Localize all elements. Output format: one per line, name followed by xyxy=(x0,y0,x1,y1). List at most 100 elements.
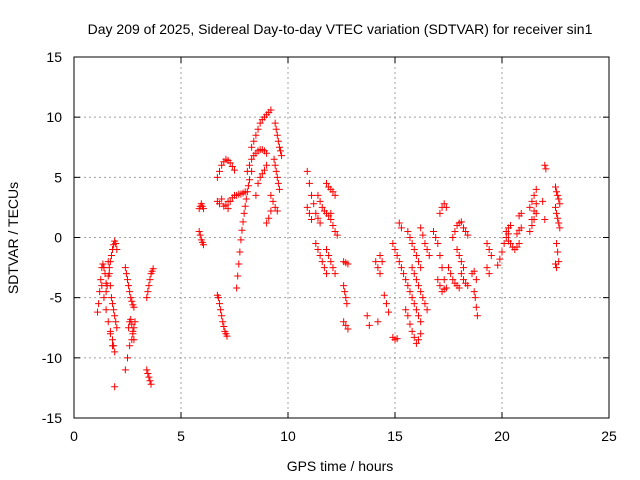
data-point xyxy=(122,270,130,278)
data-point xyxy=(412,339,420,347)
data-point xyxy=(419,231,427,239)
data-point xyxy=(199,241,207,249)
data-point xyxy=(265,214,273,222)
data-point xyxy=(109,300,117,308)
series-arc-04 xyxy=(104,258,121,332)
series-arc-21 xyxy=(263,207,275,227)
series-arc-03 xyxy=(102,237,121,296)
data-point xyxy=(541,215,549,223)
data-point xyxy=(421,240,429,248)
data-point xyxy=(113,324,121,332)
series-arc-22 xyxy=(271,119,286,160)
data-point xyxy=(554,214,562,222)
data-point xyxy=(219,318,227,326)
data-point xyxy=(393,252,401,260)
data-point xyxy=(308,215,316,223)
data-point xyxy=(417,264,425,272)
data-point xyxy=(144,369,152,377)
data-point xyxy=(329,264,337,272)
data-point xyxy=(553,209,561,217)
data-point xyxy=(451,227,459,235)
data-point xyxy=(528,215,536,223)
data-point xyxy=(124,276,131,284)
data-point xyxy=(271,203,279,211)
data-point xyxy=(462,227,470,235)
data-point xyxy=(455,252,463,260)
series-arc-20 xyxy=(252,161,271,199)
series-arc-17 xyxy=(233,167,256,292)
data-point xyxy=(408,294,416,302)
data-point xyxy=(243,188,251,196)
series-arc-25 xyxy=(303,167,324,227)
data-point xyxy=(391,246,399,254)
data-point xyxy=(256,119,264,127)
data-point xyxy=(412,276,420,284)
x-tick-label: 0 xyxy=(70,428,78,444)
data-point xyxy=(389,240,397,248)
series-arc-68 xyxy=(539,197,549,223)
data-point xyxy=(195,227,203,235)
series-arc-06 xyxy=(121,264,138,311)
data-point xyxy=(275,185,283,193)
data-point xyxy=(344,260,352,268)
data-point xyxy=(500,240,508,248)
data-point xyxy=(111,348,119,356)
data-point xyxy=(432,234,440,241)
data-point xyxy=(374,264,382,272)
series-arc-54 xyxy=(459,224,472,239)
data-point xyxy=(213,173,221,181)
data-point xyxy=(404,227,412,235)
data-point xyxy=(111,312,119,320)
data-point xyxy=(374,318,382,326)
data-point xyxy=(241,202,249,210)
data-point xyxy=(442,284,450,292)
data-point xyxy=(410,333,418,341)
y-tick-label: 15 xyxy=(46,49,62,65)
data-point xyxy=(498,248,506,256)
data-point xyxy=(438,264,446,272)
data-point xyxy=(314,246,322,254)
data-point xyxy=(258,170,266,178)
data-point xyxy=(272,167,280,175)
y-tick-label: -10 xyxy=(42,350,62,366)
data-point xyxy=(217,306,225,314)
data-point xyxy=(147,380,155,388)
data-point xyxy=(449,234,457,241)
data-point xyxy=(415,312,423,320)
series-arc-13 xyxy=(213,291,231,340)
series-arc-14 xyxy=(213,155,238,181)
series-arc-41 xyxy=(389,240,425,326)
data-point xyxy=(526,227,534,235)
data-point xyxy=(218,161,226,169)
data-point xyxy=(107,294,115,302)
data-point xyxy=(333,231,341,239)
series-arc-33 xyxy=(340,282,351,308)
data-point xyxy=(109,336,117,344)
data-point xyxy=(145,373,153,381)
data-point xyxy=(323,246,331,254)
data-point xyxy=(436,282,444,290)
series-arc-27 xyxy=(312,240,331,278)
data-point xyxy=(316,219,324,227)
data-point xyxy=(442,203,450,211)
data-point xyxy=(445,264,452,272)
data-point xyxy=(470,288,478,296)
chart-title: Day 209 of 2025, Sidereal Day-to-day VTE… xyxy=(88,21,593,37)
data-point xyxy=(256,173,264,181)
data-point xyxy=(127,315,135,323)
data-point xyxy=(410,300,418,308)
data-point xyxy=(199,205,207,213)
data-point xyxy=(417,318,425,326)
data-point xyxy=(145,282,153,290)
data-point xyxy=(342,321,350,329)
data-point xyxy=(113,246,121,254)
data-point xyxy=(273,173,281,181)
data-point xyxy=(124,354,131,362)
data-point xyxy=(331,227,339,235)
data-point xyxy=(430,227,438,235)
data-point xyxy=(121,264,129,272)
data-point xyxy=(100,294,108,302)
series-arc-32 xyxy=(340,258,352,268)
x-tick-label: 5 xyxy=(177,428,185,444)
data-point xyxy=(331,191,339,199)
